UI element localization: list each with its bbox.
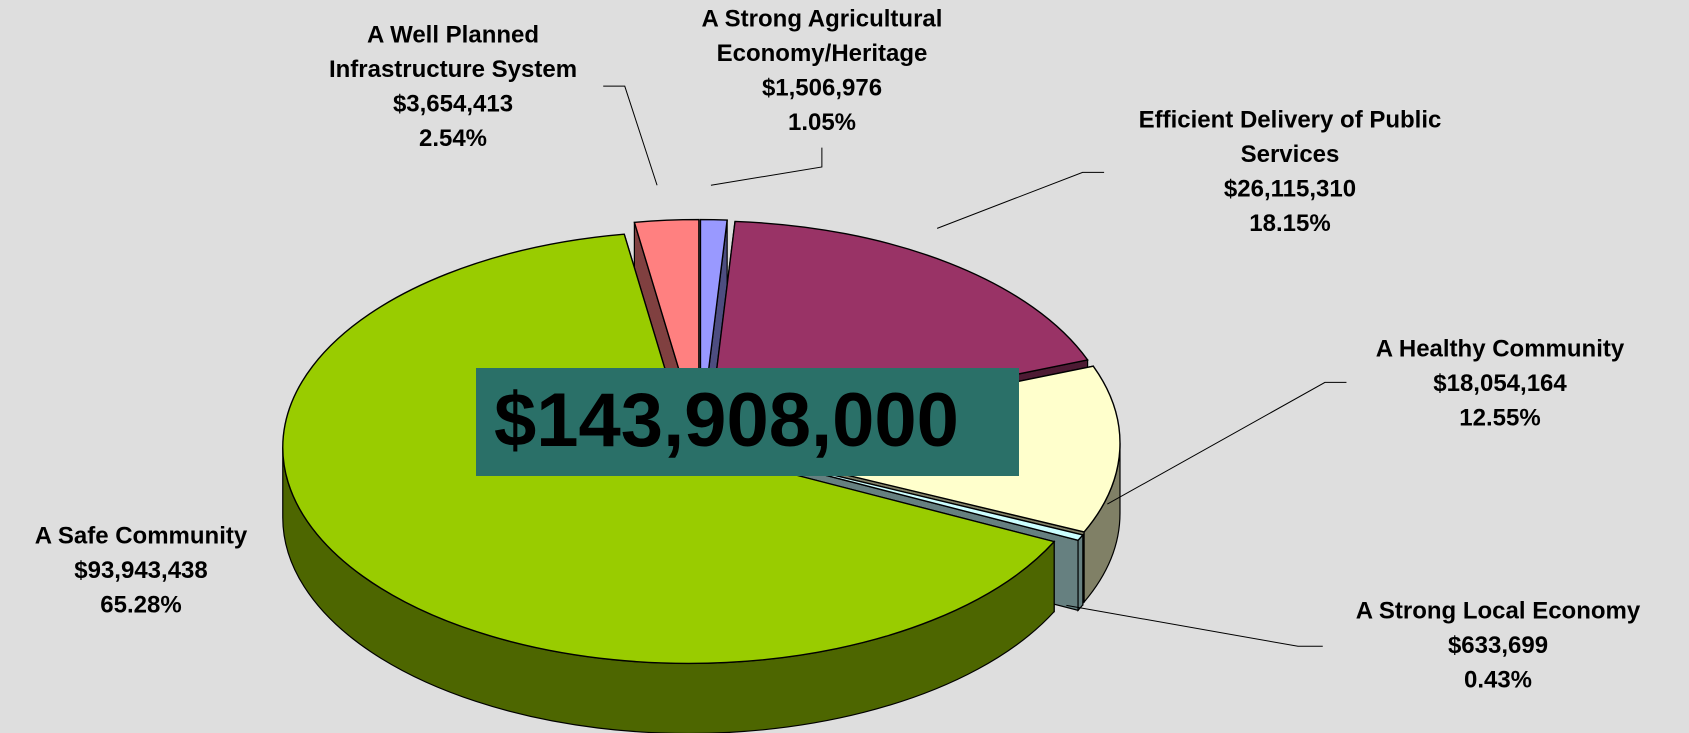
- leader-line: [603, 85, 658, 186]
- value-label: $3,654,413: [393, 90, 513, 117]
- leader-line: [710, 147, 823, 186]
- slice-label: Efficient Delivery of Public: [1139, 106, 1442, 133]
- value-label: $1,506,976: [762, 74, 882, 101]
- pie-wall: [1077, 533, 1084, 612]
- slice-label: A Well Planned: [367, 21, 539, 48]
- value-label: $18,054,164: [1433, 370, 1567, 397]
- slice-label: Economy/Heritage: [717, 40, 928, 67]
- total-box: [476, 368, 1019, 476]
- slice-label: A Healthy Community: [1376, 335, 1625, 362]
- leader-line: [1066, 604, 1323, 647]
- value-label: $633,699: [1448, 632, 1548, 659]
- total-label: $143,908,000: [494, 378, 959, 463]
- slice-label: Infrastructure System: [329, 56, 577, 83]
- slice-label: Services: [1241, 141, 1340, 168]
- leader-line: [1107, 381, 1347, 505]
- slice-label: A Safe Community: [35, 522, 248, 549]
- slice-label: A Strong Agricultural: [702, 5, 943, 32]
- slice-label: A Strong Local Economy: [1356, 597, 1641, 624]
- percent-label: 65.28%: [100, 591, 181, 618]
- percent-label: 12.55%: [1459, 404, 1540, 431]
- percent-label: 1.05%: [788, 109, 856, 136]
- percent-label: 18.15%: [1249, 210, 1330, 237]
- value-label: $93,943,438: [74, 557, 207, 584]
- value-label: $26,115,310: [1224, 175, 1356, 202]
- leader-line: [936, 171, 1105, 229]
- percent-label: 0.43%: [1464, 666, 1532, 693]
- percent-label: 2.54%: [419, 125, 487, 152]
